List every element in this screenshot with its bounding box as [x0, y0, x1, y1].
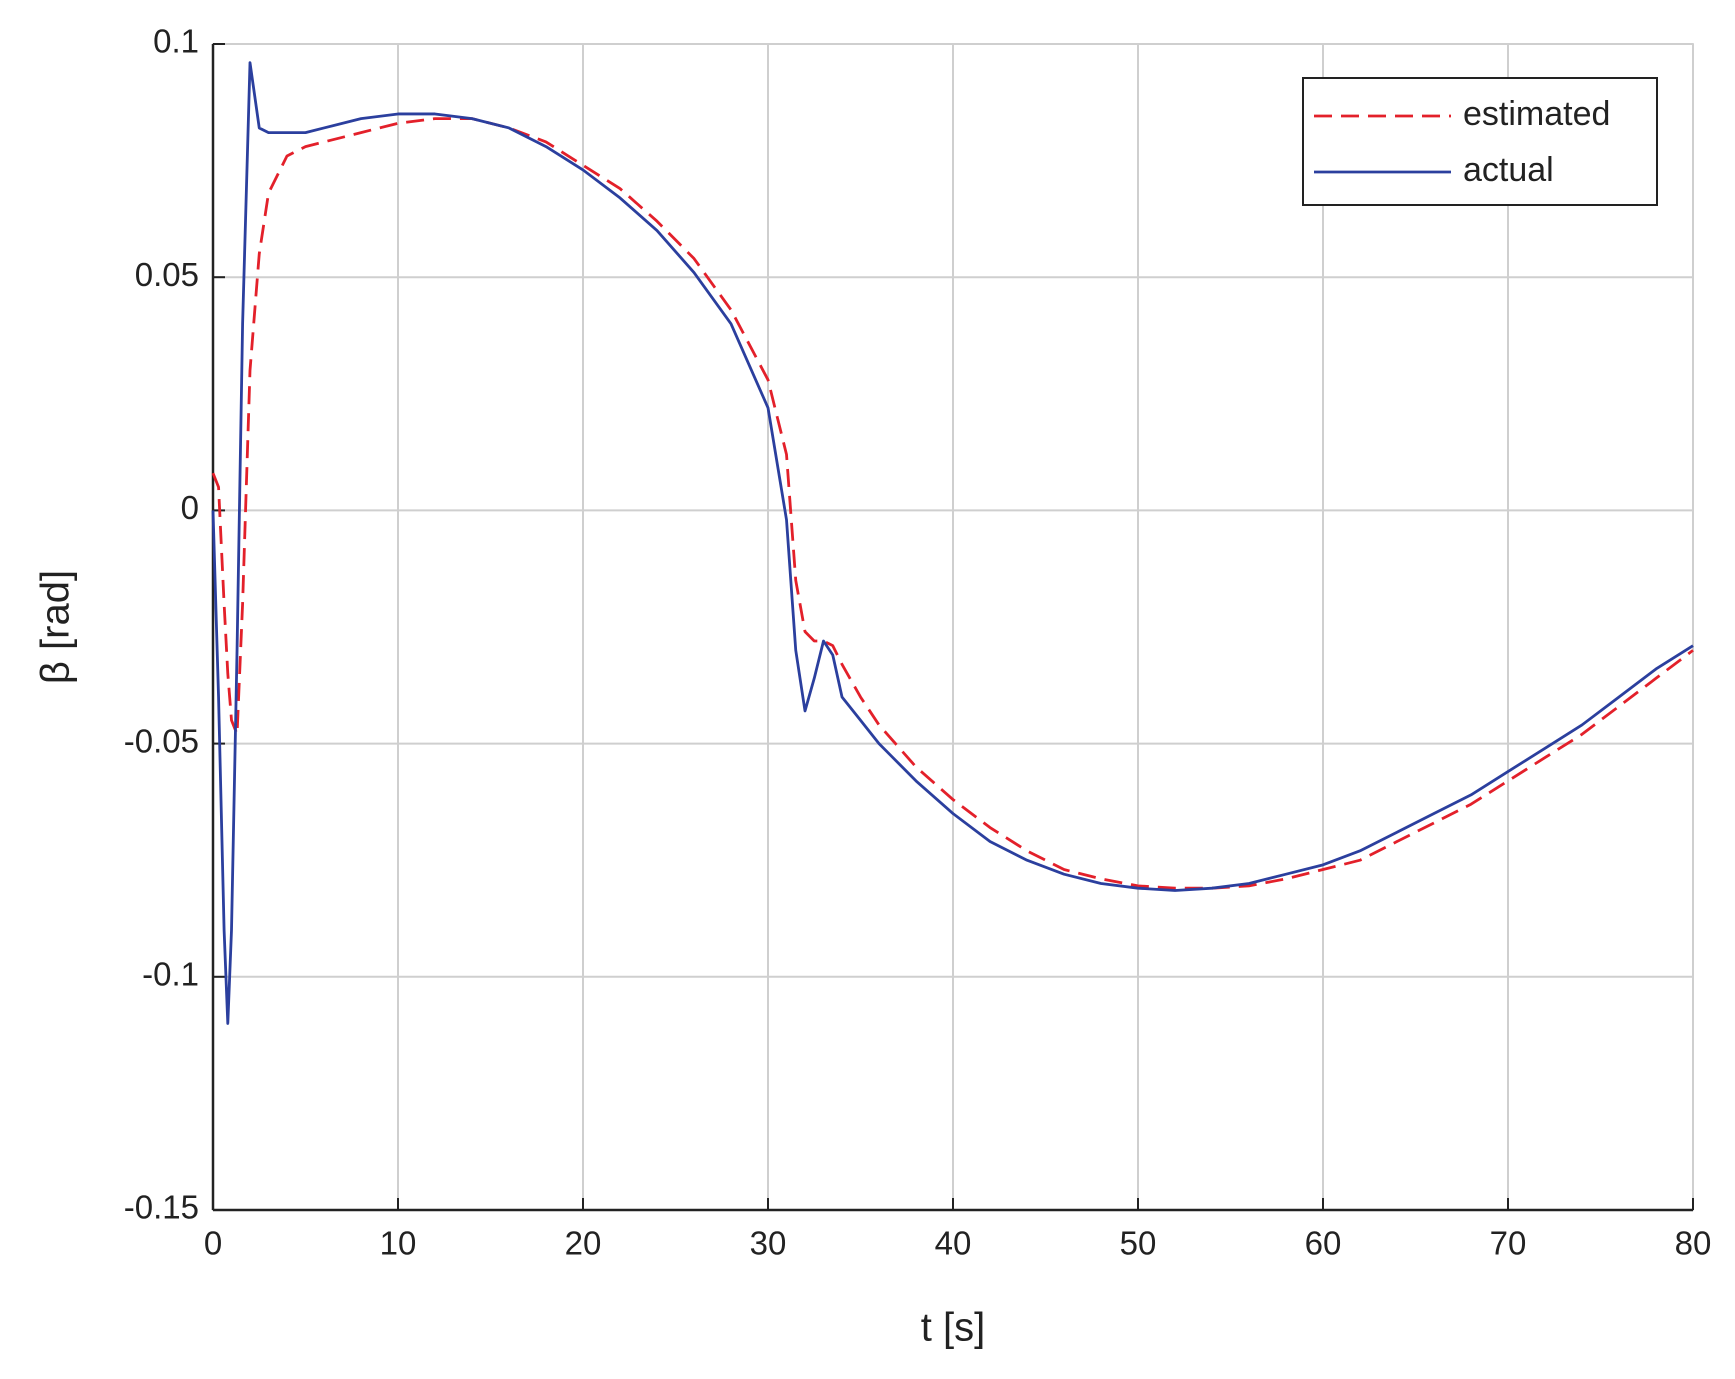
- data-line: [211, 61, 1694, 1025]
- x-tick-label: 70: [1490, 1225, 1527, 1262]
- y-tick-label: 0.1: [153, 23, 199, 60]
- y-tick-label: 0.05: [135, 256, 199, 293]
- y-tick-label: -0.05: [124, 722, 199, 759]
- x-tick-label: 0: [204, 1225, 222, 1262]
- x-axis-label: t [s]: [921, 1306, 985, 1350]
- y-tick-label: -0.15: [124, 1189, 199, 1226]
- x-tick-label: 60: [1305, 1225, 1342, 1262]
- x-tick-label: 10: [380, 1225, 417, 1262]
- x-tick-label: 50: [1120, 1225, 1157, 1262]
- legend-box: [1302, 77, 1658, 206]
- y-axis-label: β [rad]: [34, 570, 78, 684]
- legend-label: actual: [1463, 151, 1554, 189]
- legend-label: estimated: [1463, 95, 1610, 133]
- x-tick-label: 30: [750, 1225, 787, 1262]
- y-tick-label: -0.1: [142, 956, 199, 993]
- x-tick-label: 20: [565, 1225, 602, 1262]
- y-tick-label: 0: [181, 489, 199, 526]
- data-line: [211, 117, 1694, 890]
- x-tick-label: 80: [1675, 1225, 1712, 1262]
- x-tick-label: 40: [935, 1225, 972, 1262]
